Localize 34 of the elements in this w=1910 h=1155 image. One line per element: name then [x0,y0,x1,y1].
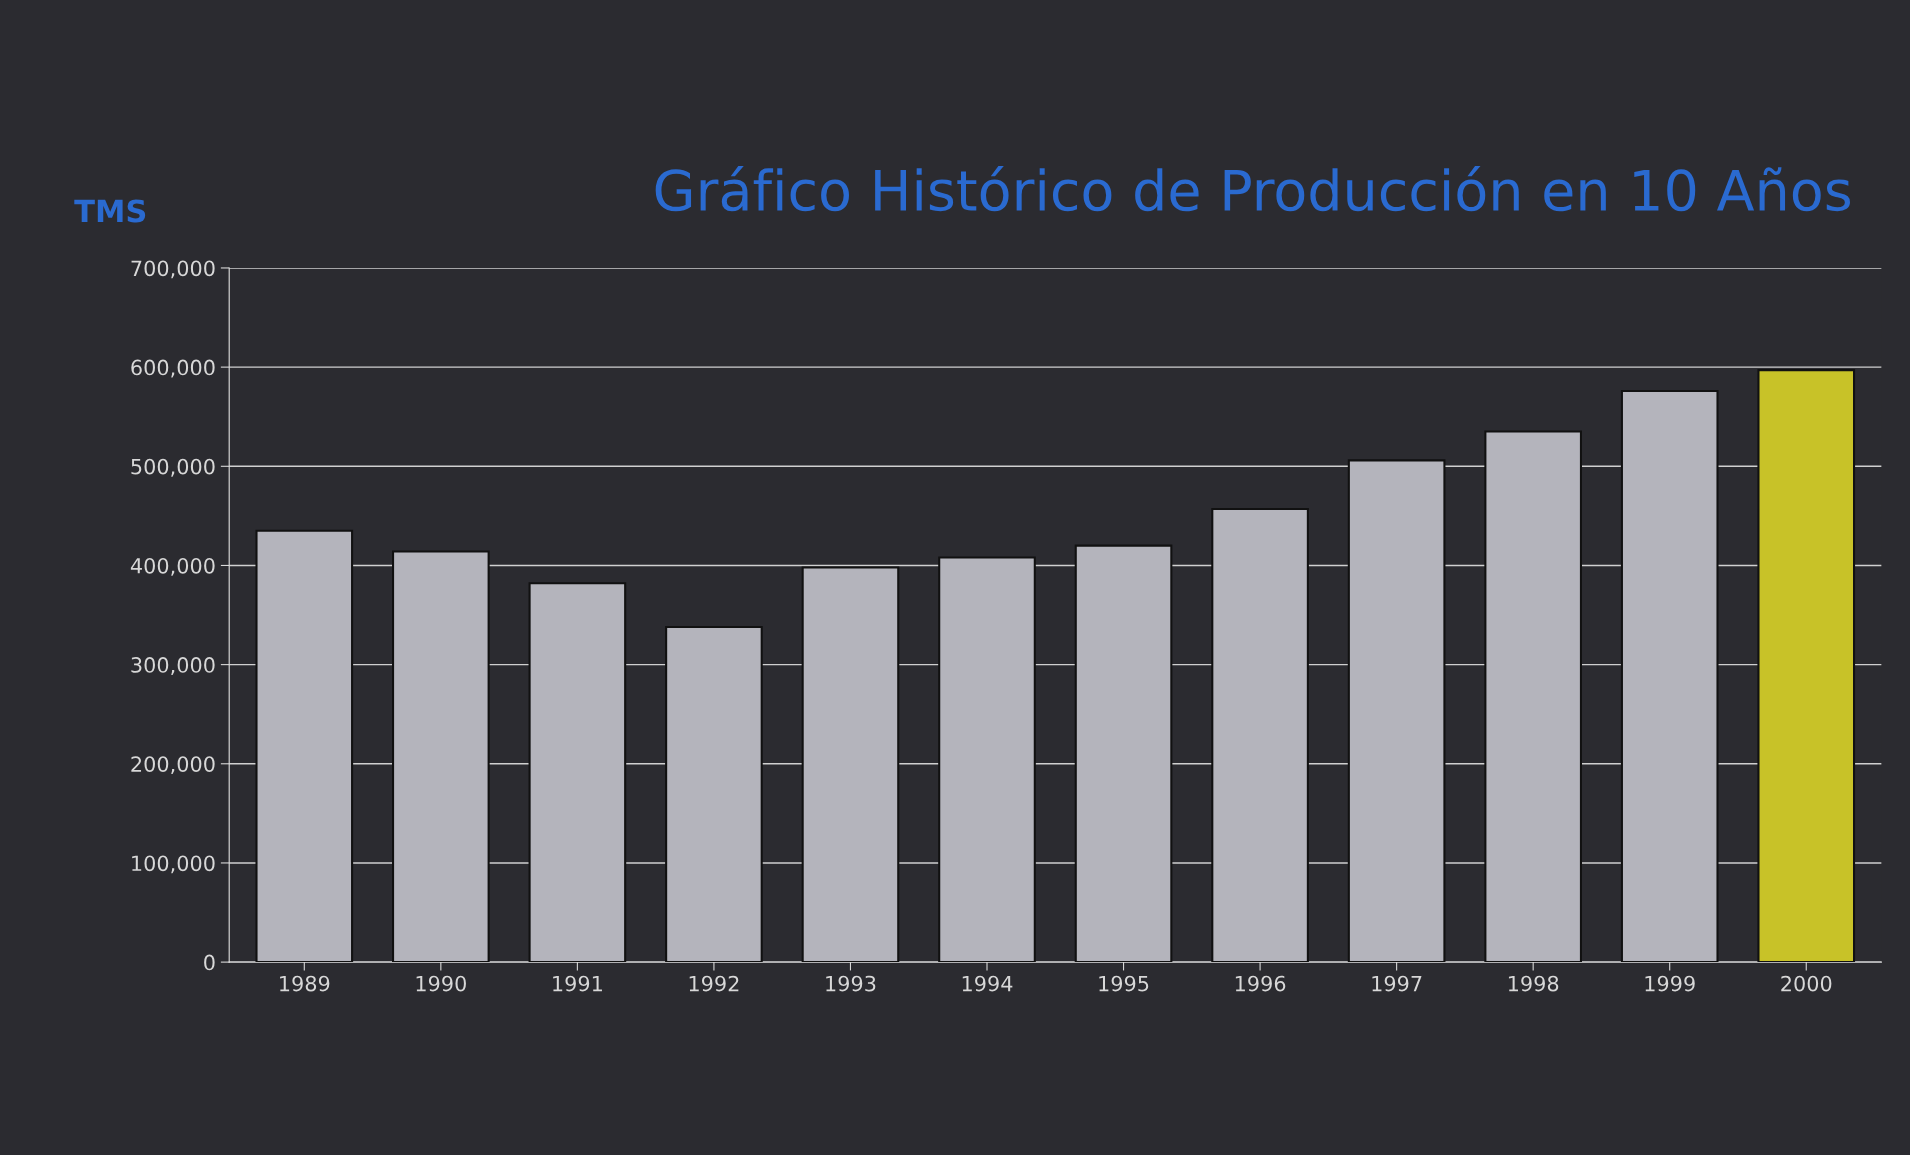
bar [665,625,763,963]
y-axis-title: TMS [74,199,146,223]
x-tick-label: 1994 [962,975,1013,992]
y-tick-label: 600,000 [131,359,215,378]
x-tick-label: 1991 [553,975,602,992]
bar [1620,389,1719,963]
x-tick-label: 1989 [280,975,330,992]
x-tick-label: 2000 [1781,975,1832,992]
x-tick-label: 1996 [1235,975,1286,992]
y-tick-label: 0 [204,954,215,971]
y-tick-label: 700,000 [131,260,215,279]
y-tick-label: 400,000 [130,557,215,576]
bar [528,582,627,963]
x-tick-label: 1999 [1645,975,1695,992]
bar [1757,369,1856,963]
x-tick-label: 1993 [826,975,876,992]
x-tick-label: 1998 [1508,975,1559,992]
bar [1211,507,1309,963]
bar [801,566,900,963]
y-tick-label: 500,000 [131,458,215,477]
x-tick-label: 1992 [689,975,739,992]
bar [1484,430,1582,963]
bar [938,556,1036,963]
bar [392,550,490,963]
bar [255,529,354,963]
chart-title: Gráfico Histórico de Producción en 10 Años [655,166,1850,212]
x-tick-label: 1995 [1099,975,1149,992]
x-tick-label: 1997 [1372,975,1422,992]
y-tick-label: 200,000 [131,756,215,775]
x-tick-label: 1990 [416,975,466,992]
y-tick-label: 100,000 [132,855,215,874]
bar [1074,544,1173,963]
y-tick-label: 300,000 [131,657,215,675]
bar [1347,459,1446,963]
